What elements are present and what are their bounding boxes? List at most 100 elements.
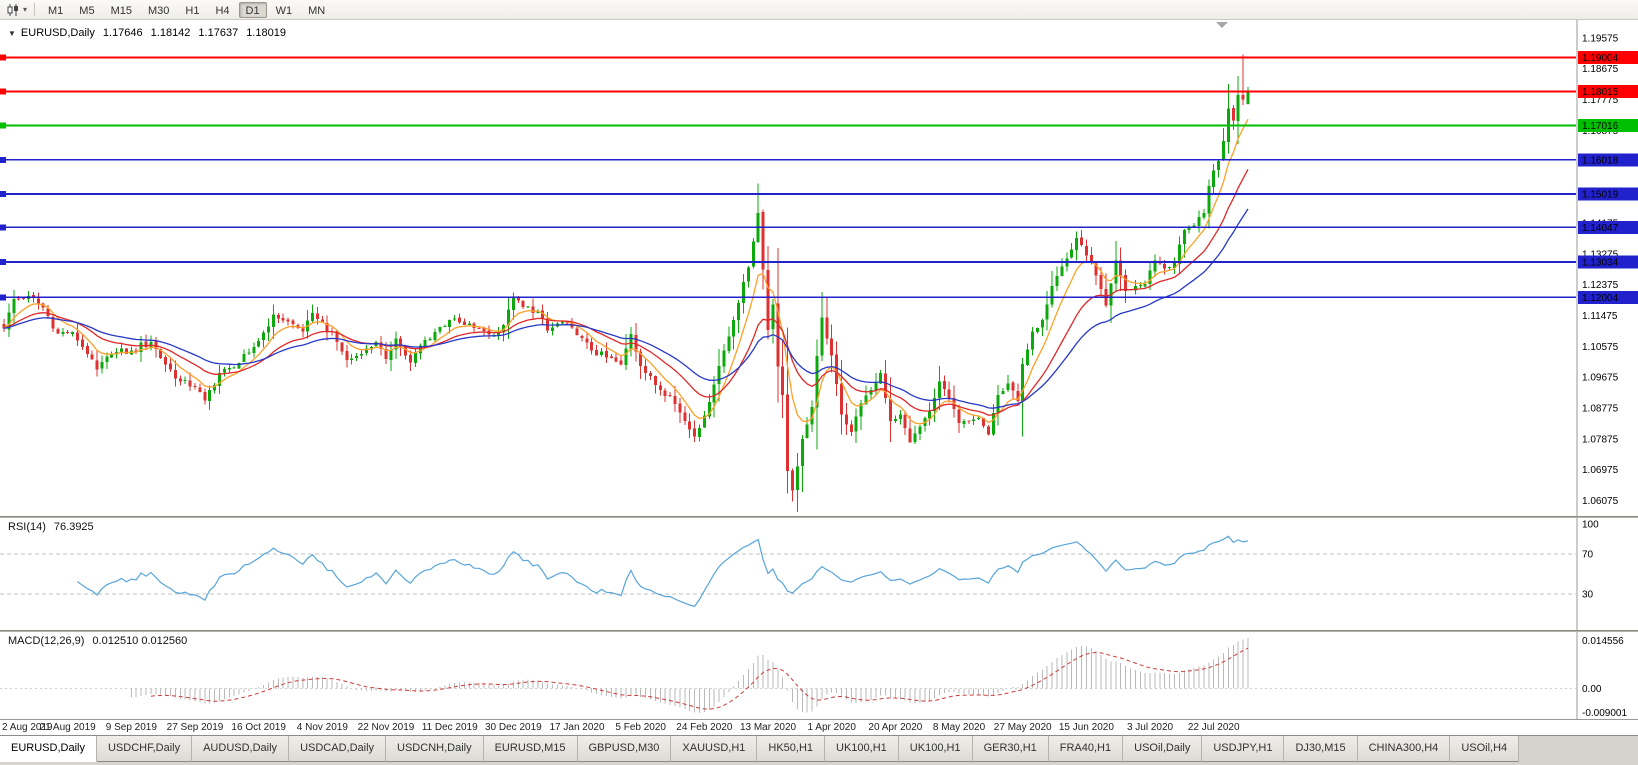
chart-tab-eurusd-daily[interactable]: EURUSD,Daily: [0, 736, 97, 762]
chart-tab-hk50-h1[interactable]: HK50,H1: [757, 736, 826, 762]
panel-divider[interactable]: [0, 516, 1638, 518]
collapse-icon[interactable]: ▼: [8, 28, 16, 38]
chart-tab-uk100-h1[interactable]: UK100,H1: [825, 736, 899, 762]
timeframe-button-h1[interactable]: H1: [185, 4, 200, 17]
svg-text:1.12375: 1.12375: [1582, 280, 1619, 291]
chart-type-dropdown-icon[interactable]: ▾: [23, 5, 28, 14]
chart-tab-usdchf-daily[interactable]: USDCHF,Daily: [96, 736, 193, 762]
svg-text:30: 30: [1582, 590, 1594, 601]
svg-text:1.07875: 1.07875: [1582, 434, 1619, 445]
date-tick-label: 20 Apr 2020: [868, 722, 923, 733]
macd-panel-label: MACD(12,26,9) 0.012510 0.012560: [8, 635, 187, 647]
chart-tab-eurusd-m15[interactable]: EURUSD,M15: [483, 736, 578, 762]
date-tick-label: 8 May 2020: [932, 722, 986, 733]
svg-text:1.17016: 1.17016: [1582, 121, 1619, 132]
timeframe-button-m5[interactable]: M5: [79, 4, 95, 17]
rsi-label: RSI(14): [8, 521, 46, 533]
timeframe-button-w1[interactable]: W1: [275, 4, 293, 17]
chart-tab-uk100-h1[interactable]: UK100,H1: [898, 736, 973, 762]
svg-text:1.17775: 1.17775: [1582, 95, 1619, 106]
date-tick-label: 5 Feb 2020: [615, 722, 666, 733]
chart-shift-marker[interactable]: [1216, 22, 1228, 28]
candlestick-glyph: [7, 3, 18, 16]
svg-text:-0.009001: -0.009001: [1582, 708, 1627, 719]
timeframe-button-mn[interactable]: MN: [308, 4, 326, 17]
macd-signal-line: [150, 647, 1249, 710]
svg-text:1.08775: 1.08775: [1582, 404, 1619, 415]
date-tick-label: 4 Nov 2019: [296, 722, 348, 733]
date-tick-label: 11 Dec 2019: [421, 722, 478, 733]
date-tick-label: 16 Oct 2019: [231, 722, 286, 733]
svg-text:1.11475: 1.11475: [1582, 311, 1618, 322]
svg-text:1.15019: 1.15019: [1582, 190, 1619, 201]
chart-tab-usdcad-daily[interactable]: USDCAD,Daily: [289, 736, 387, 762]
chart-tab-usdjpy-h1[interactable]: USDJPY,H1: [1202, 736, 1285, 762]
rsi-chart[interactable]: 100 70 30: [0, 518, 1638, 630]
rsi-line: [77, 535, 1249, 608]
chart-tab-ger30-h1[interactable]: GER30,H1: [972, 736, 1049, 762]
timeframe-button-h4[interactable]: H4: [215, 4, 230, 17]
date-tick-label: 15 Jun 2020: [1058, 722, 1114, 733]
rsi-panel[interactable]: 100 70 30 RSI(14) 76.3925: [0, 518, 1638, 630]
price-chart-panel[interactable]: 1.195751.186751.177751.168751.159751.150…: [0, 20, 1638, 516]
timeframe-toolbar: ▾ M1 M5 M15 M30 H1 H4 D1 W1 MN: [0, 0, 1638, 20]
chart-tab-gbpusd-m30[interactable]: GBPUSD,M30: [577, 736, 672, 762]
date-tick-label: 24 Feb 2020: [676, 722, 733, 733]
ma-mid-line: [3, 168, 1249, 416]
chart-tab-dj30-m15[interactable]: DJ30,M15: [1284, 736, 1358, 762]
chart-tab-usoil-h4[interactable]: USOil,H4: [1450, 736, 1520, 762]
date-axis[interactable]: 2 Aug 2019 21 Aug 2019 9 Sep 2019 27 Sep 20…: [0, 719, 1638, 735]
ma-slow-line: [3, 208, 1249, 409]
chart-tab-fra40-h1[interactable]: FRA40,H1: [1048, 736, 1124, 762]
ma-fast-line: [3, 118, 1249, 425]
date-tick-label: 13 Mar 2020: [739, 722, 797, 733]
date-tick-label: 3 Jul 2020: [1126, 722, 1174, 733]
svg-text:0.014556: 0.014556: [1582, 636, 1624, 647]
date-tick-label: 22 Nov 2019: [357, 722, 415, 733]
svg-text:70: 70: [1582, 550, 1594, 561]
svg-text:1.13275: 1.13275: [1582, 249, 1619, 260]
price-axis-labels: 1.195751.186751.177751.168751.159751.150…: [1582, 33, 1619, 507]
panel-divider[interactable]: [0, 630, 1638, 632]
price-level-tags[interactable]: 1.19004 1.18015 1.17016 1.16018 1.15019 1.140…: [1578, 50, 1638, 304]
svg-text:1.18015: 1.18015: [1582, 87, 1619, 98]
quote-line: ▼ EURUSD,Daily 1.17646 1.18142 1.17637 1…: [8, 27, 286, 39]
chart-tab-china300-h4[interactable]: CHINA300,H4: [1357, 736, 1451, 762]
macd-panel[interactable]: 0.014556 0.00 -0.009001 MACD(12,26,9) 0.01…: [0, 632, 1638, 719]
date-tick-label: 27 Sep 2019: [166, 722, 224, 733]
svg-text:1.12004: 1.12004: [1582, 293, 1619, 304]
macd-label: MACD(12,26,9): [8, 635, 85, 647]
quote-symbol: EURUSD,Daily: [20, 27, 95, 39]
timeframe-button-m30[interactable]: M30: [147, 4, 170, 17]
svg-text:1.19004: 1.19004: [1582, 53, 1619, 64]
date-tick-label: 21 Aug 2019: [39, 722, 96, 733]
chart-tab-usdcnh-daily[interactable]: USDCNH,Daily: [386, 736, 484, 762]
svg-text:1.14047: 1.14047: [1582, 223, 1619, 234]
horizontal-level-lines[interactable]: [0, 54, 1576, 301]
timeframe-button-m1[interactable]: M1: [48, 4, 64, 17]
svg-text:0.00: 0.00: [1582, 684, 1602, 695]
svg-text:1.18675: 1.18675: [1582, 64, 1619, 75]
chart-tabs-bar: EURUSD,Daily USDCHF,Daily AUDUSD,Daily USDC…: [0, 735, 1638, 765]
date-tick-label: 27 May 2020: [993, 722, 1052, 733]
macd-histogram: [130, 638, 1249, 713]
quote-high: 1.18142: [150, 27, 191, 39]
quote-open: 1.17646: [102, 27, 143, 39]
date-tick-label: 1 Apr 2020: [807, 722, 856, 733]
timeframe-button-d1[interactable]: D1: [238, 1, 267, 18]
date-tick-label: 17 Jan 2020: [549, 722, 605, 733]
chart-tab-xauusd-h1[interactable]: XAUUSD,H1: [671, 736, 758, 762]
quote-low: 1.17637: [198, 27, 239, 39]
svg-text:100: 100: [1582, 520, 1599, 531]
rsi-panel-label: RSI(14) 76.3925: [8, 521, 94, 533]
chart-type-candlestick-icon[interactable]: [4, 3, 22, 17]
chart-tab-usoil-daily[interactable]: USOil,Daily: [1123, 736, 1203, 762]
date-tick-label: 9 Sep 2019: [105, 722, 157, 733]
candlestick-chart[interactable]: 1.195751.186751.177751.168751.159751.150…: [0, 20, 1638, 516]
svg-text:1.06075: 1.06075: [1582, 496, 1619, 507]
macd-chart[interactable]: 0.014556 0.00 -0.009001: [0, 632, 1638, 719]
chart-tab-audusd-daily[interactable]: AUDUSD,Daily: [192, 736, 290, 762]
svg-text:1.19575: 1.19575: [1582, 33, 1619, 44]
macd-value: 0.012510 0.012560: [92, 635, 188, 647]
timeframe-button-m15[interactable]: M15: [110, 4, 132, 17]
